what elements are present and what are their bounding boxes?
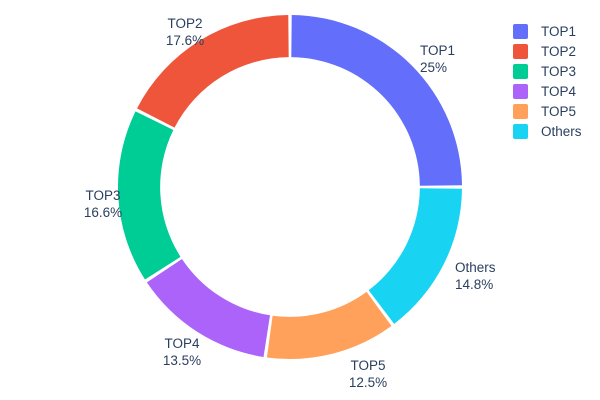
legend-swatch-others	[513, 124, 528, 140]
legend-swatch-top1	[513, 24, 528, 40]
legend-swatch-top4	[513, 84, 528, 100]
slice-label-top3: TOP3 16.6%	[84, 188, 122, 220]
legend-item-others[interactable]: Others	[513, 122, 597, 142]
slice-label-top4: TOP4 13.5%	[163, 336, 201, 368]
legend-item-top5[interactable]: TOP5	[513, 102, 597, 122]
legend-item-top4[interactable]: TOP4	[513, 82, 597, 102]
slice-label-top1: TOP1 25%	[420, 43, 455, 75]
slice-label-top5: TOP5 12.5%	[349, 358, 387, 390]
legend-label-others: Others	[541, 124, 582, 139]
donut-slice-others[interactable]	[368, 188, 462, 324]
legend-label-top5: TOP5	[541, 104, 577, 119]
donut-slice-top4[interactable]	[146, 259, 271, 357]
slice-label-others: Others 14.8%	[455, 260, 496, 292]
legend-item-top1[interactable]: TOP1	[513, 22, 597, 42]
slice-label-group: TOP1 25% TOP2 17.6% TOP3 16.6% TOP4 13.5% TOP5 12…	[84, 16, 496, 390]
legend-swatch-top3	[513, 64, 528, 80]
donut-slice-top3[interactable]	[118, 111, 181, 280]
donut-slice-top1[interactable]	[291, 15, 462, 186]
legend-item-top3[interactable]: TOP3	[513, 62, 597, 82]
legend-label-top4: TOP4	[541, 84, 577, 99]
legend-item-top2[interactable]: TOP2	[513, 42, 597, 62]
legend-label-top1: TOP1	[541, 24, 577, 39]
chart-legend[interactable]: TOP1 TOP2 TOP3 TOP4 TOP5 Others	[513, 22, 597, 142]
donut-slice-top2[interactable]	[137, 15, 289, 128]
legend-swatch-top2	[513, 44, 528, 60]
legend-label-top3: TOP3	[541, 64, 577, 79]
legend-label-top2: TOP2	[541, 44, 577, 59]
legend-swatch-top5	[513, 104, 528, 120]
donut-slice-group	[118, 15, 462, 359]
donut-slice-top5[interactable]	[266, 291, 392, 359]
slice-label-top2: TOP2 17.6%	[166, 16, 204, 48]
